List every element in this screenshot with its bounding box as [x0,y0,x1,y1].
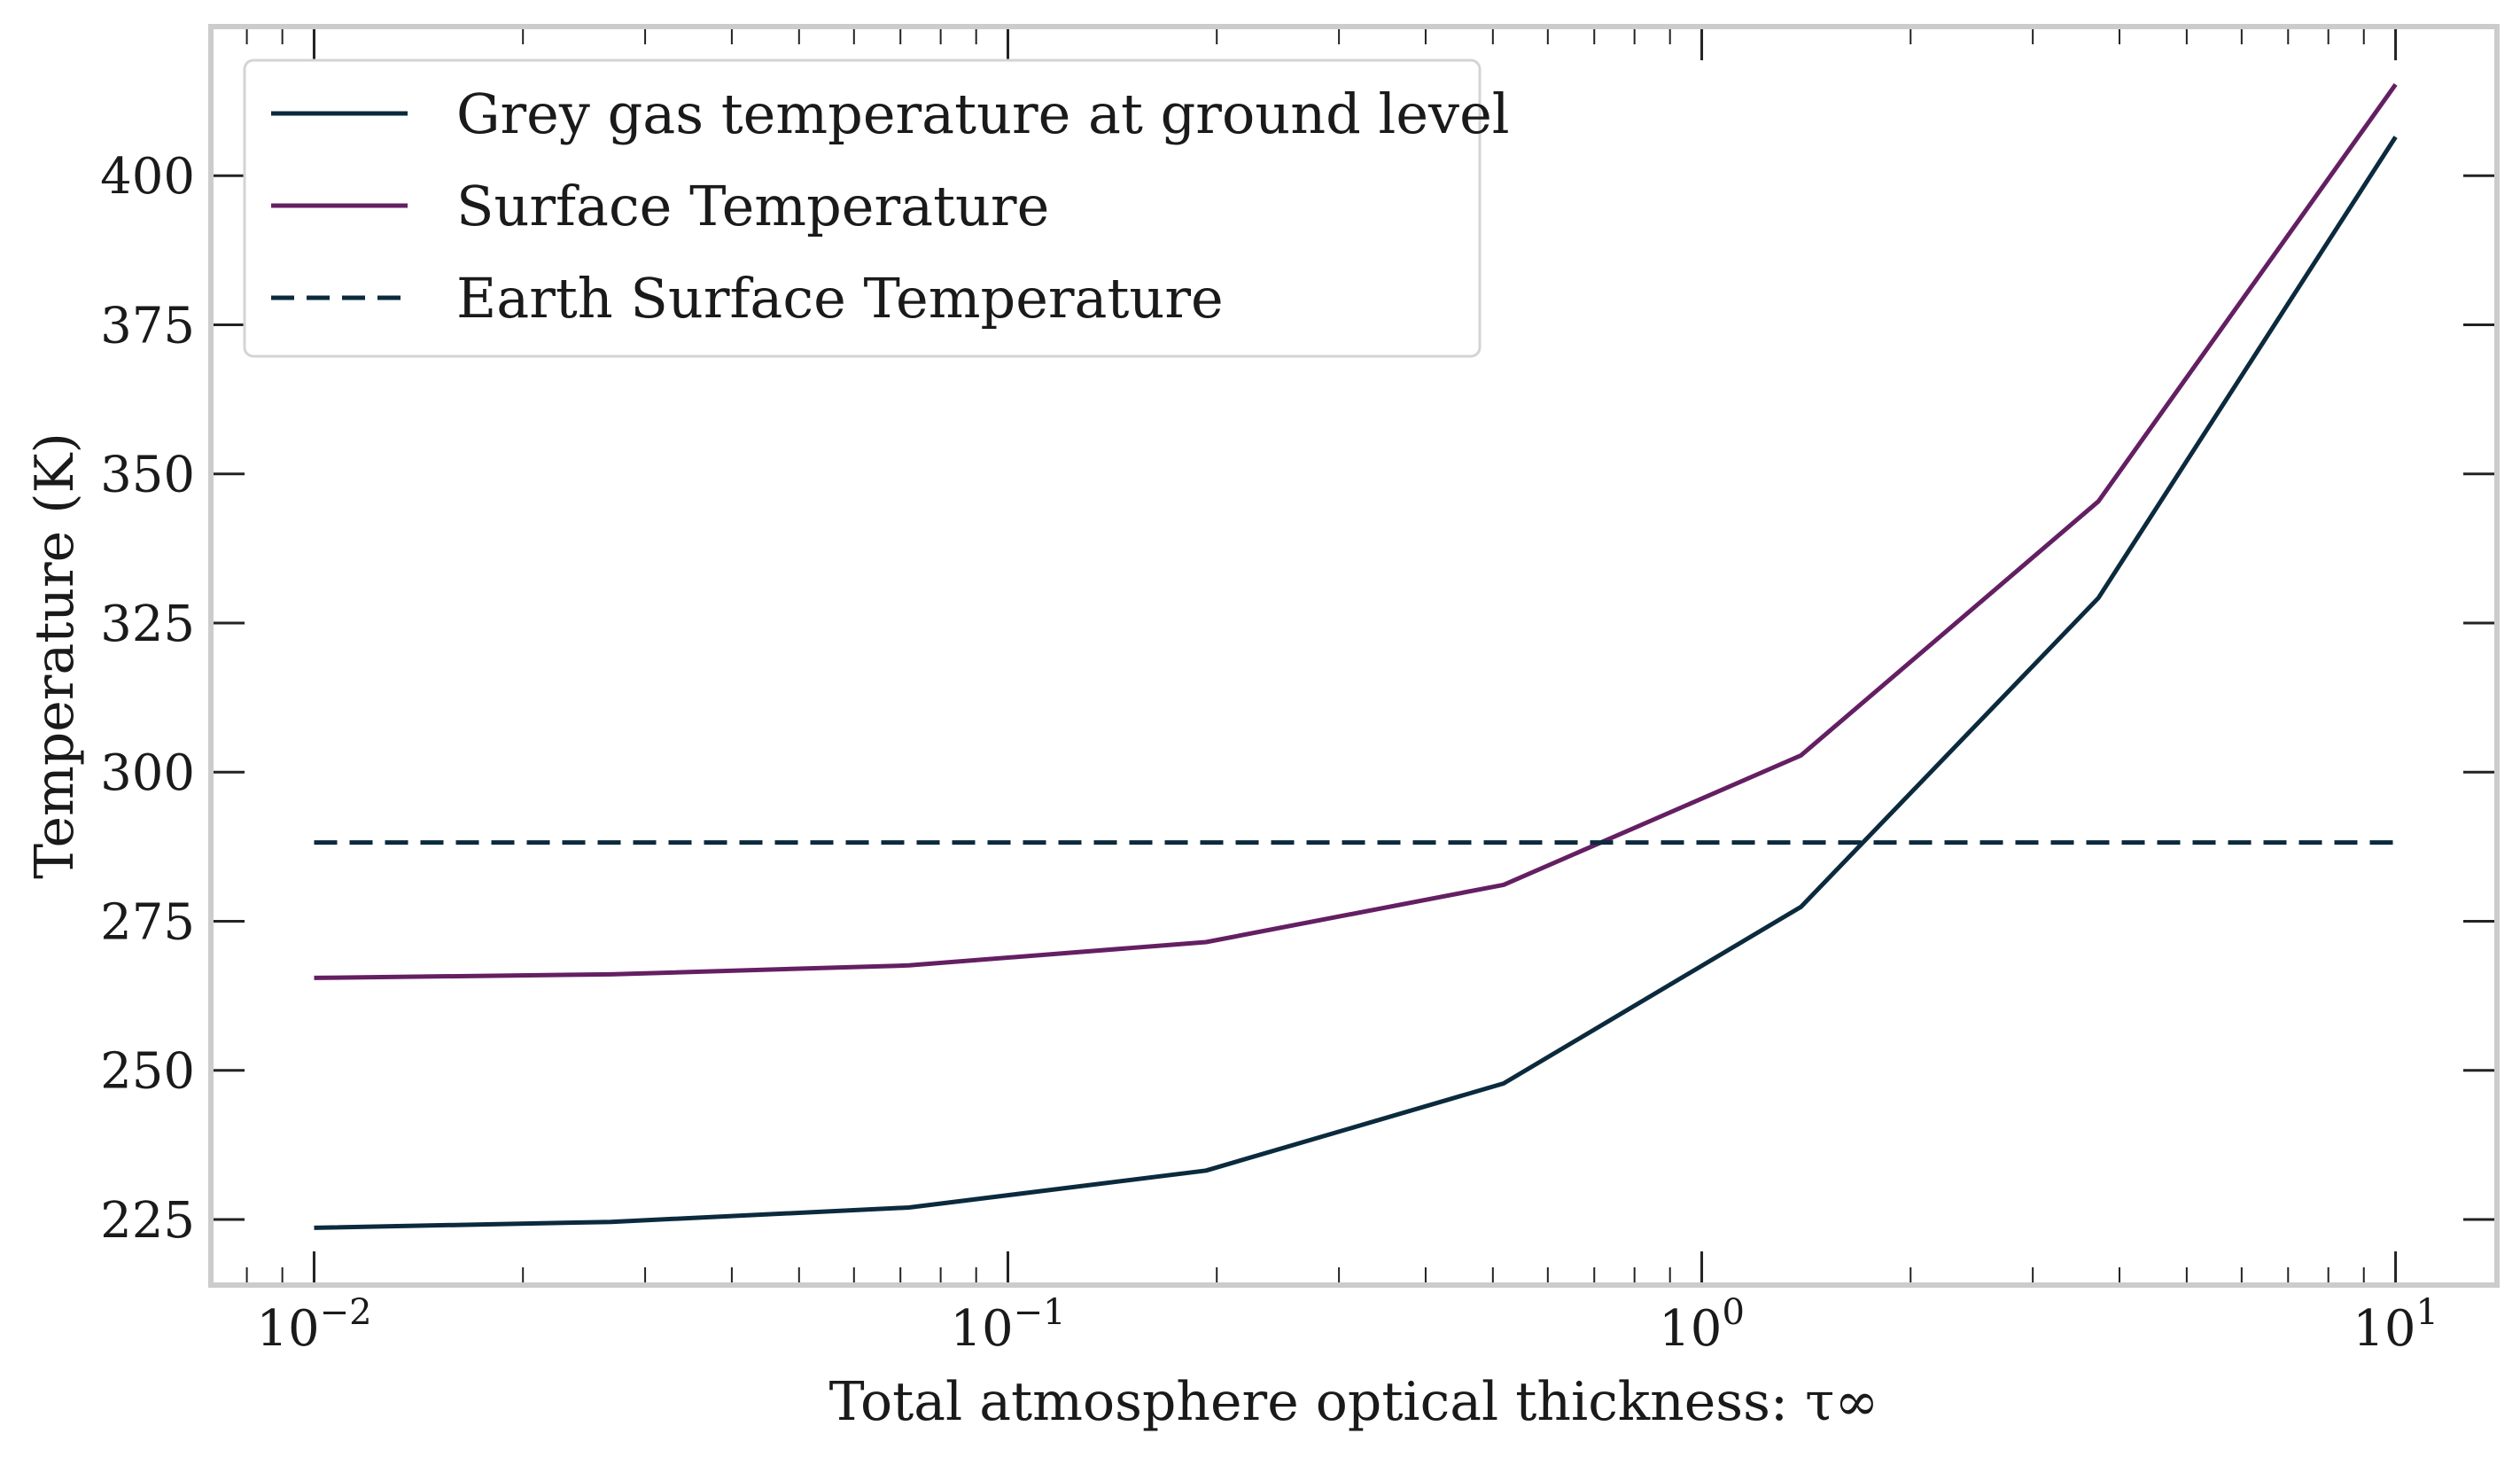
series-line-1 [314,82,2398,980]
x-tick-label: 10−1 [950,1292,1065,1358]
y-tick-label: 225 [100,1192,195,1250]
legend-box [243,58,1482,358]
legend-label-surface-temperature: Surface Temperature [456,174,1049,238]
y-axis-title: Temperature (K) [24,432,86,879]
x-axis-title: Total atmosphere optical thickness: τ∞ [829,1371,1879,1433]
legend-label-ground-level: Grey gas temperature at ground level [456,82,1510,146]
y-tick-label: 350 [100,447,195,504]
y-tick-label: 375 [100,297,195,355]
y-tick-label: 325 [100,596,195,653]
y-tick-label: 400 [100,148,195,206]
plot-frame [208,24,2500,1288]
y-tick-label: 300 [100,744,195,802]
series-line-0 [314,136,2398,1230]
legend: Grey gas temperature at ground level Sur… [243,58,1510,358]
y-tick-label: 275 [100,893,195,951]
legend-label-earth-surface-temperature: Earth Surface Temperature [456,266,1224,331]
x-tick-label: 101 [2353,1292,2438,1358]
series-layer [314,82,2398,1230]
y-tick-label: 250 [100,1043,195,1101]
ticks-layer: 225 250 275 300 325 350 375 400 10−2 10−1 100 101 [100,27,2497,1358]
x-tick-label: 10−2 [256,1292,371,1358]
x-tick-label: 100 [1659,1292,1745,1358]
